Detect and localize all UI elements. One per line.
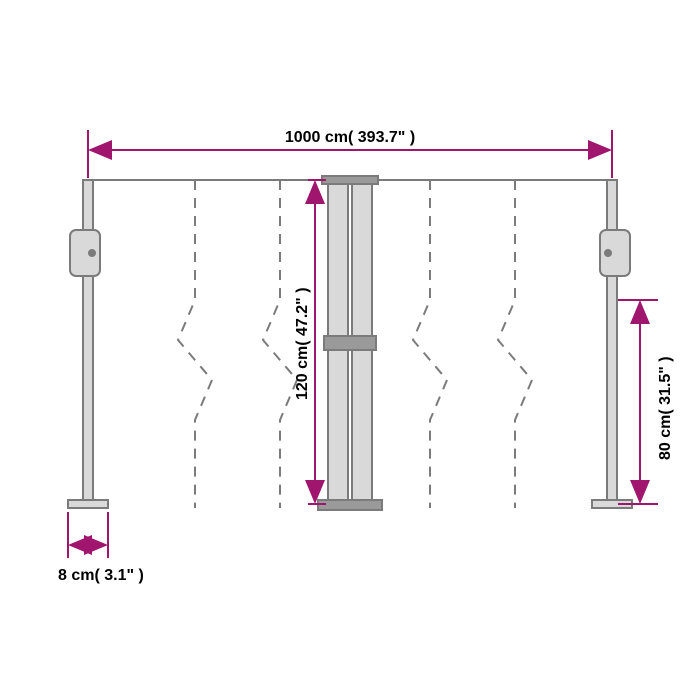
dim-base-width-label: 8 cm( 3.1" ) [58,567,144,584]
left-post [68,180,108,508]
break-lines-right [413,180,532,508]
center-cassette [318,176,382,510]
dimension-diagram: 1000 cm( 393.7" ) 120 cm( 47.2" ) 80 cm(… [0,0,700,700]
product-drawing [68,176,632,510]
right-post [592,180,632,508]
break-lines-left [178,180,297,508]
dim-post-height-label: 80 cm( 31.5" ) [657,356,674,460]
dim-width-label: 1000 cm( 393.7" ) [285,129,415,146]
dim-post-height [618,300,658,504]
dim-height-label: 120 cm( 47.2" ) [294,287,311,400]
dim-base-width [68,512,108,558]
